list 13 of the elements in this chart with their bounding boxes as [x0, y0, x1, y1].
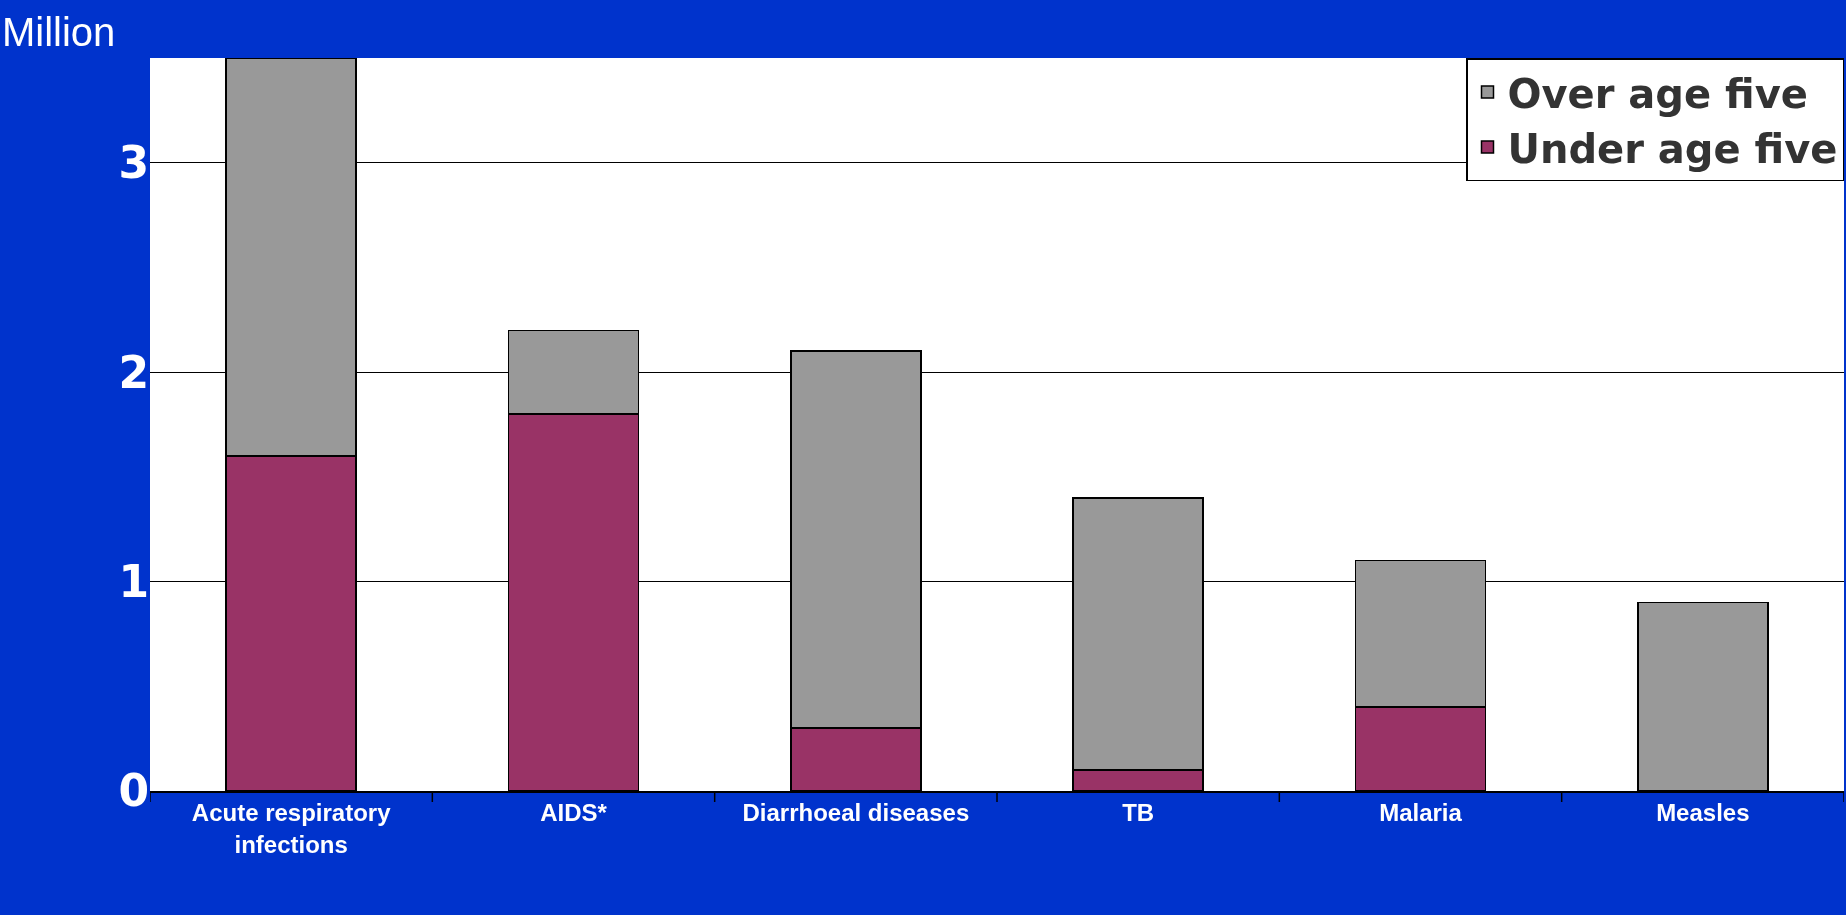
y-tick-label: 1	[118, 555, 149, 607]
y-tick-label: 3	[118, 137, 149, 189]
y-axis-title: Million	[2, 10, 116, 54]
legend-label: Over age five	[1507, 70, 1808, 117]
x-tick-label: Malaria	[1379, 799, 1463, 827]
x-tick-label: Acute respiratory infections	[191, 799, 392, 858]
legend-label: Under age five	[1507, 125, 1838, 172]
x-tick-label: TB	[1122, 799, 1155, 827]
x-tick-label: Measles	[1656, 799, 1750, 827]
y-tick-label: 0	[118, 765, 149, 817]
y-tick-label: 2	[118, 346, 149, 398]
x-tick-label: AIDS*	[540, 799, 608, 827]
x-tick-label: Diarrhoeal diseases	[742, 799, 970, 827]
